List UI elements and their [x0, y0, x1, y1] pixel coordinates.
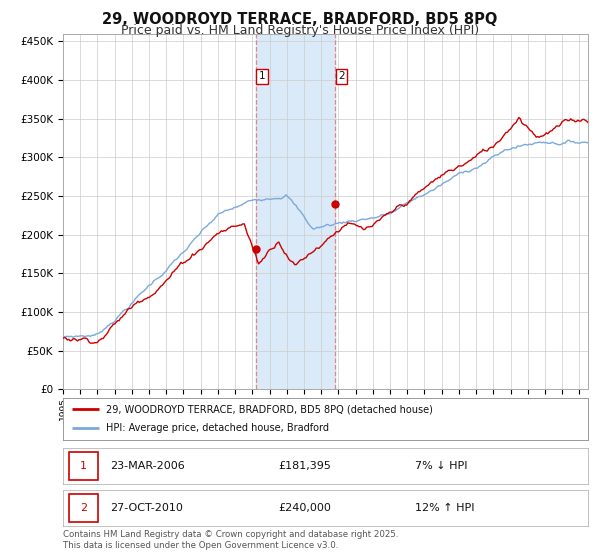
- Text: 2: 2: [338, 71, 345, 81]
- Text: 27-OCT-2010: 27-OCT-2010: [110, 503, 183, 513]
- Text: 7% ↓ HPI: 7% ↓ HPI: [415, 461, 467, 471]
- Text: 29, WOODROYD TERRACE, BRADFORD, BD5 8PQ: 29, WOODROYD TERRACE, BRADFORD, BD5 8PQ: [103, 12, 497, 27]
- Bar: [256, 34, 335, 389]
- Text: 2: 2: [80, 503, 87, 513]
- Text: 1: 1: [80, 461, 87, 471]
- Text: 29, WOODROYD TERRACE, BRADFORD, BD5 8PQ (detached house): 29, WOODROYD TERRACE, BRADFORD, BD5 8PQ …: [106, 404, 433, 414]
- FancyBboxPatch shape: [70, 452, 98, 480]
- Text: £240,000: £240,000: [278, 503, 331, 513]
- Text: 12% ↑ HPI: 12% ↑ HPI: [415, 503, 474, 513]
- Text: Price paid vs. HM Land Registry's House Price Index (HPI): Price paid vs. HM Land Registry's House …: [121, 24, 479, 36]
- Text: £181,395: £181,395: [278, 461, 331, 471]
- Text: Contains HM Land Registry data © Crown copyright and database right 2025.
This d: Contains HM Land Registry data © Crown c…: [63, 530, 398, 550]
- FancyBboxPatch shape: [70, 494, 98, 522]
- Text: HPI: Average price, detached house, Bradford: HPI: Average price, detached house, Brad…: [106, 423, 329, 433]
- Text: 23-MAR-2006: 23-MAR-2006: [110, 461, 185, 471]
- Text: 1: 1: [259, 71, 265, 81]
